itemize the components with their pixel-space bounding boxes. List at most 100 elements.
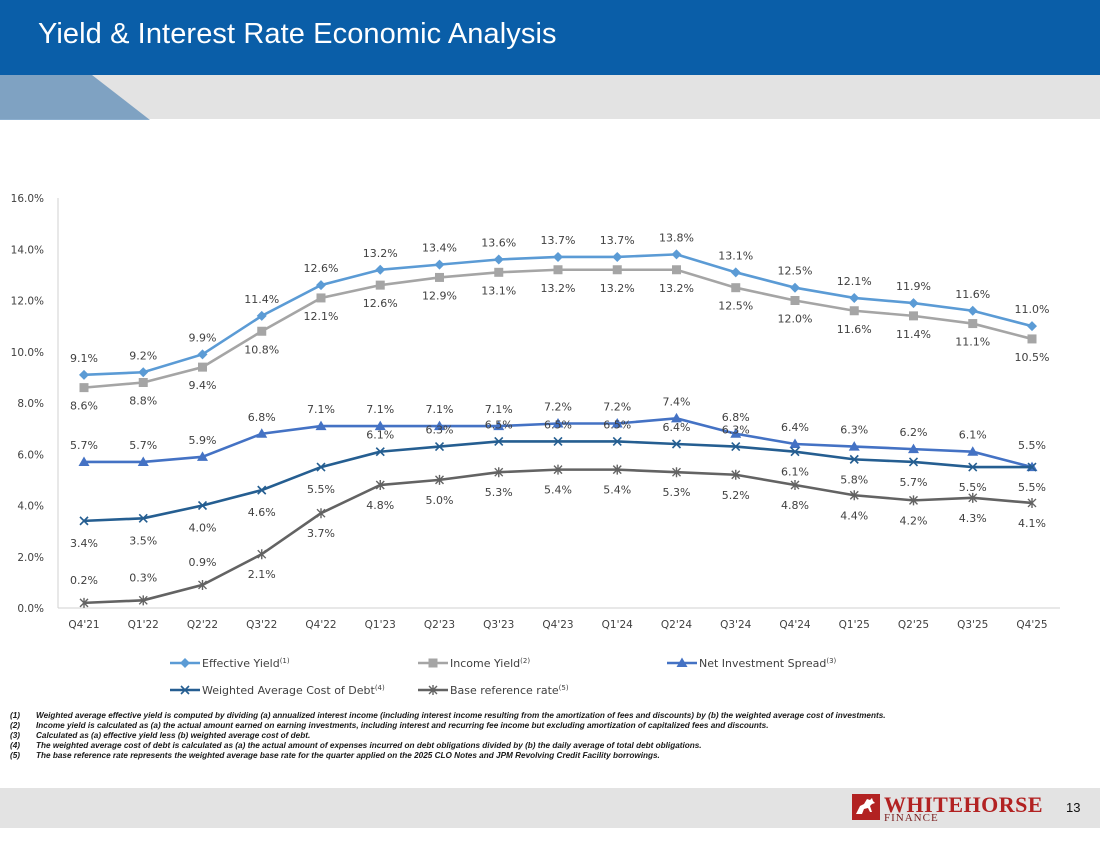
data-point	[1027, 462, 1037, 472]
footnote-number: (1)	[10, 711, 21, 720]
data-point	[730, 428, 742, 438]
legend-label: Effective Yield(1)	[202, 657, 290, 670]
data-label: 6.8%	[722, 411, 750, 424]
header-strip	[0, 75, 1100, 119]
footnote-text: The weighted average cost of debt is cal…	[36, 741, 702, 750]
data-point	[553, 251, 563, 262]
data-point	[434, 259, 445, 270]
legend-marker	[428, 685, 438, 695]
data-label: 5.0%	[426, 494, 454, 507]
data-label: 7.4%	[663, 395, 691, 408]
data-label: 3.7%	[307, 527, 335, 540]
footnote-1: (1) Weighted average effective yield is …	[10, 711, 890, 721]
data-point	[908, 443, 919, 454]
legend-label: Weighted Average Cost of Debt(4)	[202, 684, 385, 697]
data-point	[198, 579, 207, 590]
line-chart: 0.0% 2.0% 4.0% 6.0% 8.0% 10.0% 12.0% 14.0% 16.0%…	[11, 193, 1060, 697]
x-tick-label: Q2'24	[661, 619, 693, 631]
data-label: 13.7%	[600, 234, 635, 247]
data-point	[493, 254, 504, 265]
data-point	[375, 264, 386, 275]
y-tick-label: 6.0%	[17, 449, 44, 461]
data-label: 11.6%	[955, 288, 990, 301]
data-point	[435, 272, 444, 282]
data-point	[494, 267, 504, 277]
data-point	[375, 447, 385, 457]
y-tick-label: 14.0%	[11, 244, 44, 256]
data-label: 5.3%	[485, 486, 513, 499]
data-label: 6.3%	[840, 424, 868, 437]
series-net-investment-spread	[78, 412, 1038, 472]
footnote-text: Weighted average effective yield is comp…	[36, 711, 886, 720]
legend-entry	[418, 685, 448, 695]
data-label: 10.8%	[244, 343, 279, 356]
header-bar	[0, 0, 1100, 75]
data-point	[968, 319, 978, 329]
data-point	[790, 296, 800, 305]
data-label: 6.1%	[781, 466, 809, 479]
y-tick-label: 0.0%	[17, 603, 44, 615]
data-label: 13.1%	[718, 249, 753, 262]
data-point	[553, 436, 563, 447]
data-label: 4.6%	[248, 506, 276, 519]
data-label: 10.5%	[1015, 351, 1050, 364]
data-point	[138, 378, 148, 387]
data-label: 12.9%	[422, 289, 457, 302]
data-point	[257, 326, 267, 336]
data-label: 5.9%	[189, 434, 217, 447]
legend-label: Income Yield(2)	[450, 657, 530, 670]
data-label: 13.7%	[541, 234, 576, 247]
data-label: 3.5%	[129, 534, 157, 547]
footnote-text: Calculated as (a) effective yield less (…	[36, 731, 311, 740]
data-label: 5.5%	[959, 481, 987, 494]
footer-bar	[0, 788, 1100, 828]
data-point	[316, 293, 326, 303]
series-base-reference-rate	[79, 464, 1037, 608]
data-label: 5.5%	[1018, 481, 1046, 494]
x-tick-label: Q3'22	[246, 619, 277, 631]
legend-entry	[170, 658, 200, 668]
data-point	[612, 265, 622, 275]
data-point	[611, 418, 623, 428]
data-label: 12.1%	[837, 275, 872, 288]
footnote-5: (5) The base reference rate represents t…	[10, 751, 890, 761]
data-point	[137, 456, 149, 466]
data-point	[967, 305, 978, 316]
data-point	[375, 280, 385, 290]
data-label: 6.5%	[485, 418, 513, 431]
data-label: 4.8%	[781, 499, 809, 512]
x-tick-label: Q1'23	[365, 619, 396, 631]
data-point	[672, 265, 681, 275]
data-point	[256, 310, 267, 321]
data-label: 12.0%	[778, 313, 813, 326]
footnote-number: (2)	[10, 721, 21, 730]
data-point	[849, 490, 859, 501]
data-point	[552, 418, 564, 428]
data-point	[494, 467, 504, 478]
data-label: 13.4%	[422, 242, 457, 255]
data-point	[493, 420, 505, 431]
data-point	[434, 420, 445, 431]
series-effective-yield	[79, 249, 1037, 380]
data-point	[731, 469, 741, 480]
data-point	[198, 362, 207, 372]
data-label: 5.4%	[603, 484, 631, 497]
data-label: 13.2%	[659, 282, 694, 295]
data-point	[909, 311, 918, 321]
data-point	[790, 447, 800, 457]
data-label: 12.1%	[304, 310, 339, 323]
data-label: 6.5%	[544, 418, 572, 431]
x-tick-label: Q1'25	[839, 619, 870, 631]
footnote-2: (2) Income yield is calculated as (a) th…	[10, 721, 890, 731]
x-tick-label: Q4'24	[779, 619, 811, 631]
y-tick-label: 4.0%	[17, 501, 44, 513]
legend-superscript: (2)	[520, 657, 530, 665]
data-point	[257, 549, 267, 560]
data-point	[1027, 334, 1037, 344]
data-point	[374, 420, 386, 431]
data-point	[849, 292, 860, 303]
data-point	[790, 282, 800, 293]
data-label: 12.5%	[718, 300, 753, 313]
data-label: 6.8%	[248, 411, 276, 424]
footnote-text: The base reference rate represents the w…	[36, 751, 660, 760]
